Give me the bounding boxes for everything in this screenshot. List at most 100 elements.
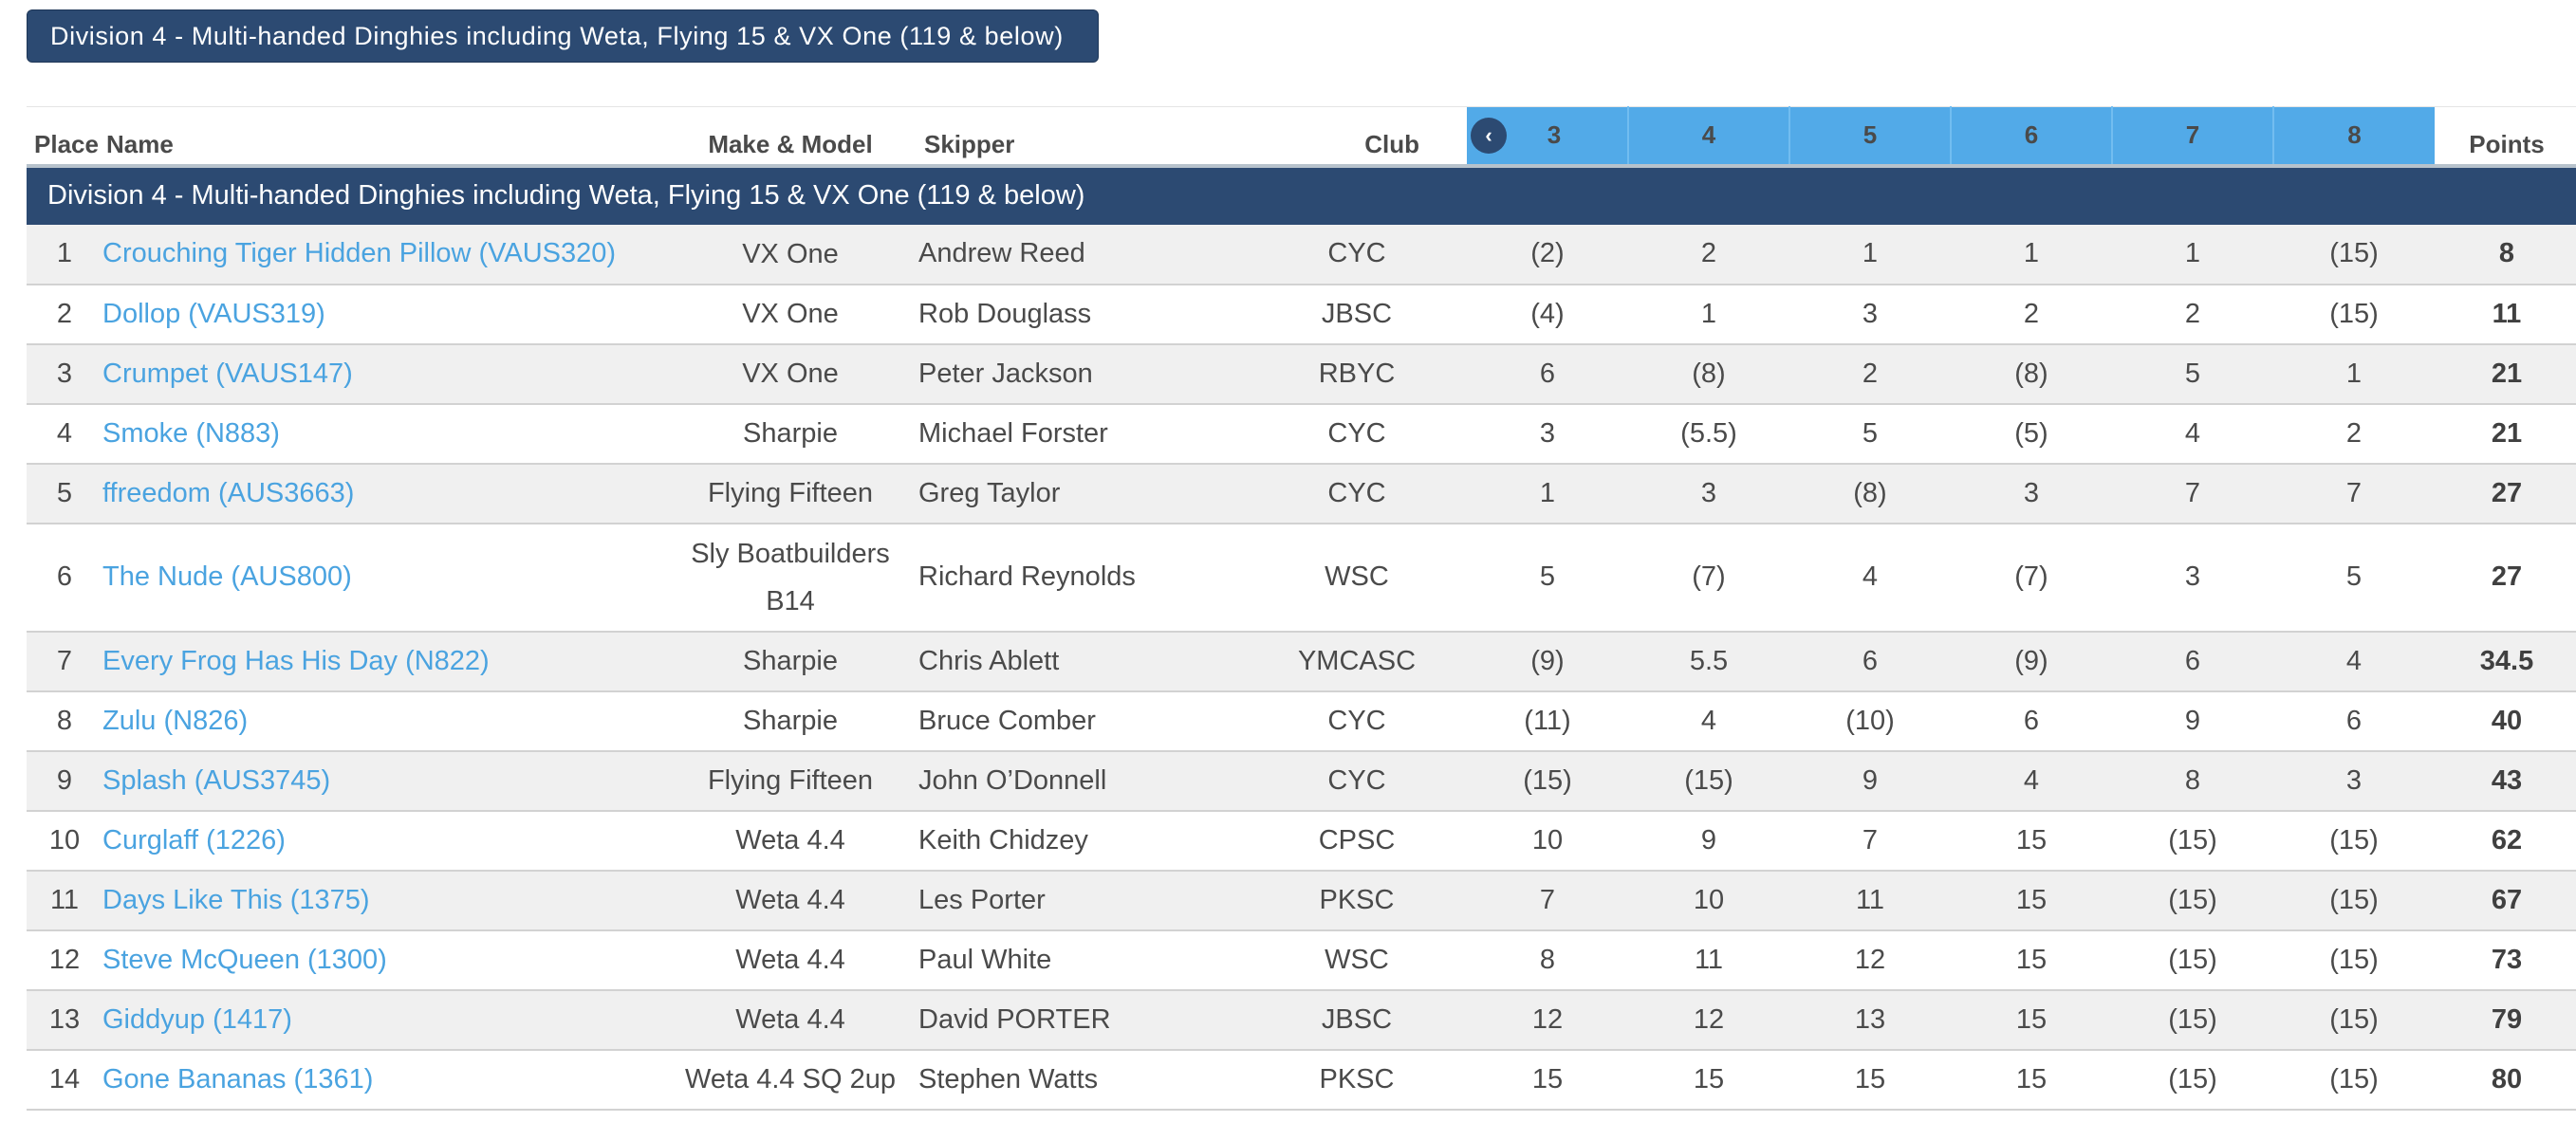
club-cell: RBYC [1247,343,1467,404]
header-race-3: ‹ 3 [1467,106,1628,168]
table-row: 12 Steve McQueen (1300) Weta 4.4 Paul White… [27,929,2576,990]
points-cell: 73 [2435,929,2576,990]
race-result-cell: 2 [1628,224,1789,285]
chevron-left-icon[interactable]: ‹ [1471,117,1507,154]
race-result-cell: 15 [1951,1049,2112,1110]
race-result-cell: 1 [1628,284,1789,344]
race-result-cell: (8) [1628,343,1789,404]
table-row: 4 Smoke (N883) Sharpie Michael Forster CYC 3(… [27,403,2576,464]
header-race-7: 7 [2111,106,2273,168]
boat-name-link[interactable]: Steve McQueen (1300) [102,944,387,975]
header-name: Name [102,106,662,168]
race-result-cell: 15 [1951,989,2112,1050]
race-result-cell: (9) [1467,631,1628,691]
club-cell: PKSC [1247,1049,1467,1110]
race-result-cell: 11 [1628,929,1789,990]
club-cell: WSC [1247,523,1467,632]
boat-name-link[interactable]: ffreedom (AUS3663) [102,477,355,508]
race-result-cell: 4 [1951,750,2112,811]
boat-name-link[interactable]: The Nude (AUS800) [102,561,352,592]
race-result-cell: 6 [1467,343,1628,404]
race-result-cell: (2) [1467,224,1628,285]
club-cell: JBSC [1247,284,1467,344]
name-cell: Curglaff (1226) [102,810,662,871]
division-selector-button[interactable]: Division 4 - Multi-handed Dinghies inclu… [27,9,1099,63]
race-result-cell: 6 [2112,631,2273,691]
race-result-cell: 10 [1628,870,1789,930]
race-result-cell: (15) [2273,810,2435,871]
race-result-cell: (8) [1789,463,1951,524]
race-result-cell: 8 [1467,929,1628,990]
race-result-cell: (15) [2112,1049,2273,1110]
race-result-cell: 5 [1789,403,1951,464]
race-result-cell: (4) [1467,284,1628,344]
name-cell: Smoke (N883) [102,403,662,464]
club-cell: CYC [1247,463,1467,524]
race-result-cell: (5.5) [1628,403,1789,464]
table-row: 13 Giddyup (1417) Weta 4.4 David PORTER JBSC… [27,989,2576,1050]
race-result-cell: 2 [1951,284,2112,344]
race-result-cell: 4 [1628,690,1789,751]
boat-name-link[interactable]: Curglaff (1226) [102,824,286,855]
race-result-cell: (9) [1951,631,2112,691]
race-result-cell: (5) [1951,403,2112,464]
race-result-cell: (15) [2112,929,2273,990]
boat-name-link[interactable]: Crumpet (VAUS147) [102,358,353,389]
race-result-cell: 5 [2112,343,2273,404]
race-result-cell: 11 [1789,870,1951,930]
race-result-cell: 4 [2112,403,2273,464]
race-result-cell: 5 [2273,523,2435,632]
make-model-cell: Weta 4.4 SQ 2up [662,1049,918,1110]
club-cell: CYC [1247,224,1467,285]
race-result-cell: 15 [1467,1049,1628,1110]
club-cell: CYC [1247,403,1467,464]
make-model-cell: VX One [662,343,918,404]
race-result-cell: (15) [2273,870,2435,930]
race-number: 3 [1547,120,1562,150]
race-result-cell: 7 [1789,810,1951,871]
boat-name-link[interactable]: Smoke (N883) [102,417,280,449]
skipper-cell: Richard Reynolds [918,523,1247,632]
race-result-cell: 5 [1467,523,1628,632]
boat-name-link[interactable]: Splash (AUS3745) [102,764,331,796]
place-cell: 6 [27,523,102,632]
boat-name-link[interactable]: Every Frog Has His Day (N822) [102,645,490,676]
boat-name-link[interactable]: Giddyup (1417) [102,1003,292,1035]
make-model-cell: Flying Fifteen [662,463,918,524]
place-cell: 7 [27,631,102,691]
race-result-cell: 12 [1628,989,1789,1050]
race-result-cell: 1 [1467,463,1628,524]
name-cell: Steve McQueen (1300) [102,929,662,990]
boat-name-link[interactable]: Crouching Tiger Hidden Pillow (VAUS320) [102,238,617,268]
race-result-cell: 1 [2273,343,2435,404]
boat-name-link[interactable]: Gone Bananas (1361) [102,1063,374,1094]
race-result-cell: 3 [2273,750,2435,811]
table-row: 8 Zulu (N826) Sharpie Bruce Comber CYC (11) 4(… [27,690,2576,751]
skipper-cell: Stephen Watts [918,1049,1247,1110]
place-cell: 3 [27,343,102,404]
race-result-cell: 5.5 [1628,631,1789,691]
boat-name-link[interactable]: Dollop (VAUS319) [102,298,325,329]
race-result-cell: 6 [1951,690,2112,751]
points-cell: 8 [2435,224,2576,285]
race-result-cell: (15) [2273,224,2435,285]
boat-name-link[interactable]: Days Like This (1375) [102,884,370,915]
race-result-cell: 4 [2273,631,2435,691]
race-result-cell: 1 [1789,224,1951,285]
place-cell: 2 [27,284,102,344]
race-result-cell: 9 [2112,690,2273,751]
place-cell: 10 [27,810,102,871]
make-model-cell: Flying Fifteen [662,750,918,811]
name-cell: Dollop (VAUS319) [102,284,662,344]
race-result-cell: 1 [1951,224,2112,285]
club-cell: PKSC [1247,870,1467,930]
name-cell: The Nude (AUS800) [102,523,662,632]
points-cell: 67 [2435,870,2576,930]
name-cell: Every Frog Has His Day (N822) [102,631,662,691]
race-result-cell: 3 [1628,463,1789,524]
race-result-cell: 2 [2273,403,2435,464]
boat-name-link[interactable]: Zulu (N826) [102,705,249,736]
race-result-cell: 15 [1951,929,2112,990]
place-cell: 5 [27,463,102,524]
table-header-row: Place Name Make & Model Skipper Club ‹ 3 … [27,106,2576,168]
